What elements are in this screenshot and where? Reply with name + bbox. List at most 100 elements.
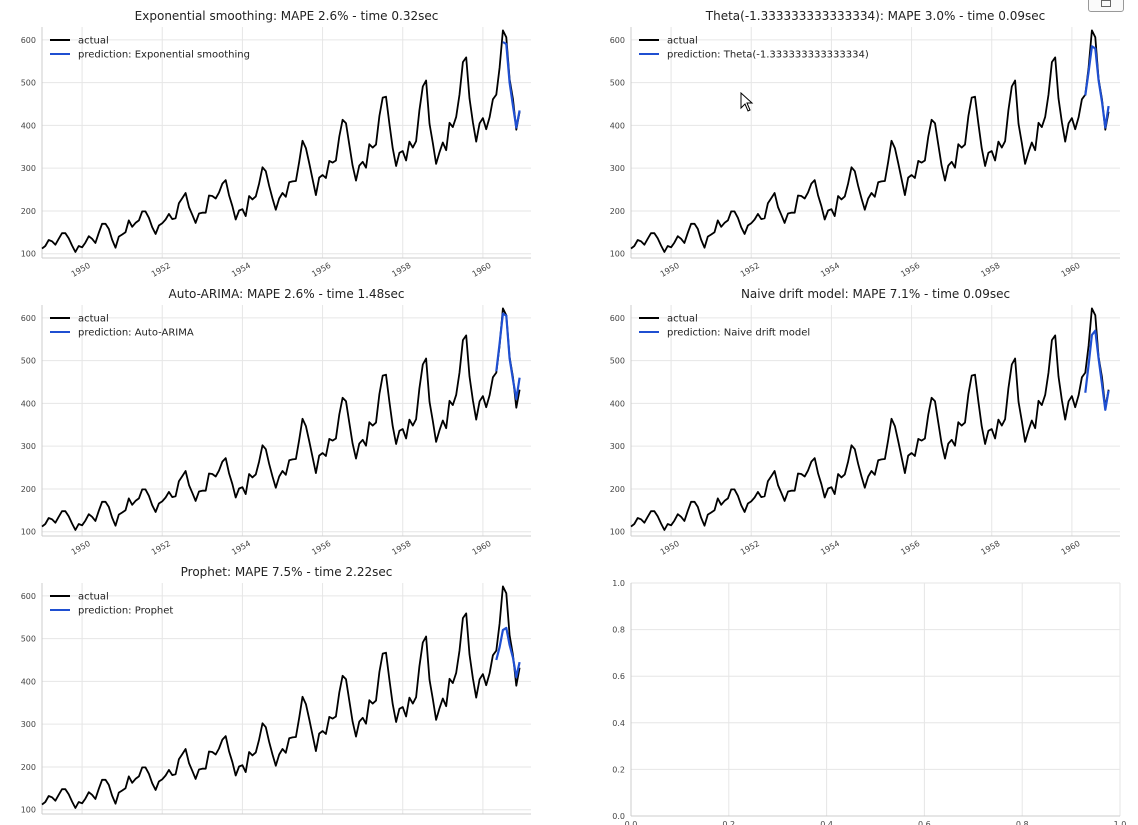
y-tick-label: 600 [21, 592, 36, 601]
chart-title: Theta(-1.333333333333334): MAPE 3.0% - t… [705, 9, 1045, 23]
prediction-series-line [495, 626, 521, 679]
x-tick-label: 1952 [150, 261, 172, 279]
x-tick-label: 1952 [739, 539, 761, 557]
y-tick-label: 500 [610, 357, 625, 366]
x-tick-label: 1958 [979, 539, 1001, 557]
chart-title: Prophet: MAPE 7.5% - time 2.22sec [181, 565, 393, 579]
x-tick-label: 0.4 [820, 820, 833, 825]
x-tick-label: 1956 [899, 261, 921, 279]
x-tick-label: 1954 [819, 261, 841, 279]
y-tick-label: 600 [21, 36, 36, 45]
x-tick-label: 1954 [819, 539, 841, 557]
y-tick-label: 500 [21, 635, 36, 644]
y-tick-label: 300 [610, 164, 625, 173]
prediction-series-line [495, 312, 521, 401]
y-tick-label: 200 [21, 207, 36, 216]
legend-label: actual [667, 36, 698, 47]
legend-label: prediction: Exponential smoothing [78, 50, 250, 61]
prediction-series-line [1084, 329, 1110, 411]
x-tick-label: 1956 [899, 539, 921, 557]
y-tick-label: 0.6 [612, 672, 625, 681]
y-tick-label: 500 [21, 79, 36, 88]
x-tick-label: 1954 [230, 261, 252, 279]
y-tick-label: 400 [21, 121, 36, 130]
x-tick-label: 0.2 [722, 820, 735, 825]
legend-label: prediction: Prophet [78, 606, 173, 617]
y-tick-label: 300 [610, 442, 625, 451]
chart-6: 0.0 0.2 0.4 0.6 0.8 1.0 0.0 0.2 0.4 0.6 0.8 1.0 [612, 579, 1126, 825]
y-tick-label: 400 [21, 399, 36, 408]
actual-series-line [41, 29, 521, 253]
y-tick-label: 200 [610, 207, 625, 216]
y-tick-label: 0.2 [612, 765, 625, 774]
y-tick-label: 0.0 [612, 812, 625, 821]
chart-4: 100 200 300 400 500 600 1950 1952 1954 1956 1958 19… [610, 287, 1120, 557]
legend-label: actual [78, 314, 109, 325]
x-tick-label: 1952 [150, 539, 172, 557]
legend-label: actual [667, 314, 698, 325]
window-icon [1101, 0, 1111, 7]
chart-1: 100 200 300 400 500 600 1950 1952 1954 1956 1958 19… [21, 9, 531, 279]
y-tick-label: 100 [21, 806, 36, 815]
x-tick-label: 1954 [230, 539, 252, 557]
chart-title: Exponential smoothing: MAPE 2.6% - time … [135, 9, 439, 23]
y-tick-label: 300 [21, 442, 36, 451]
chart-title: Auto-ARIMA: MAPE 2.6% - time 1.48sec [169, 287, 405, 301]
actual-series-line [41, 585, 521, 809]
x-tick-label: 1956 [310, 261, 332, 279]
y-tick-label: 0.8 [612, 626, 625, 635]
x-tick-label: 0.0 [625, 820, 638, 825]
actual-series-line [630, 29, 1110, 253]
x-tick-label: 1950 [659, 261, 681, 279]
y-tick-label: 500 [21, 357, 36, 366]
x-tick-label: 0.6 [918, 820, 931, 825]
chart-title: Naive drift model: MAPE 7.1% - time 0.09… [741, 287, 1010, 301]
x-tick-label: 1950 [70, 539, 92, 557]
x-tick-label: 1952 [739, 261, 761, 279]
y-tick-label: 600 [21, 314, 36, 323]
legend-label: prediction: Theta(-1.333333333333334) [667, 50, 869, 61]
x-tick-label: 1950 [70, 261, 92, 279]
chart-2: 100 200 300 400 500 600 1950 1952 1954 1956 1958 19… [610, 9, 1120, 279]
actual-series-line [41, 307, 521, 531]
y-tick-label: 100 [21, 250, 36, 259]
mouse-cursor-icon [740, 92, 754, 112]
y-tick-label: 100 [610, 250, 625, 259]
x-tick-label: 1950 [659, 539, 681, 557]
x-tick-label: 1960 [471, 261, 493, 279]
x-tick-label: 1958 [390, 539, 412, 557]
y-tick-label: 400 [610, 399, 625, 408]
x-tick-label: 0.8 [1016, 820, 1029, 825]
y-tick-label: 200 [21, 485, 36, 494]
y-tick-label: 300 [21, 164, 36, 173]
legend-label: actual [78, 36, 109, 47]
y-tick-label: 200 [610, 485, 625, 494]
prediction-series-line [1084, 45, 1110, 129]
prediction-series-line [502, 41, 521, 129]
y-tick-label: 300 [21, 720, 36, 729]
x-tick-label: 1960 [1060, 261, 1082, 279]
y-tick-label: 0.4 [612, 719, 625, 728]
y-tick-label: 600 [610, 36, 625, 45]
x-tick-label: 1956 [310, 539, 332, 557]
y-tick-label: 500 [610, 79, 625, 88]
legend-label: prediction: Auto-ARIMA [78, 328, 194, 339]
x-tick-label: 1958 [979, 261, 1001, 279]
y-tick-label: 200 [21, 763, 36, 772]
x-tick-label: 1958 [390, 261, 412, 279]
y-tick-label: 600 [610, 314, 625, 323]
y-tick-label: 400 [610, 121, 625, 130]
chart-3: 100 200 300 400 500 600 1950 1952 1954 1956 1958 19… [21, 287, 531, 557]
x-tick-label: 1.0 [1114, 820, 1127, 825]
x-tick-label: 1960 [1060, 539, 1082, 557]
expand-button[interactable] [1088, 0, 1124, 12]
actual-series-line [630, 307, 1110, 531]
y-tick-label: 100 [610, 528, 625, 537]
legend-label: actual [78, 592, 109, 603]
legend-label: prediction: Naive drift model [667, 328, 810, 339]
x-tick-label: 1960 [471, 539, 493, 557]
y-tick-label: 100 [21, 528, 36, 537]
y-tick-label: 400 [21, 677, 36, 686]
chart-5: 100 200 300 400 500 600 Prophet: MAPE 7.5% - t… [21, 565, 531, 815]
